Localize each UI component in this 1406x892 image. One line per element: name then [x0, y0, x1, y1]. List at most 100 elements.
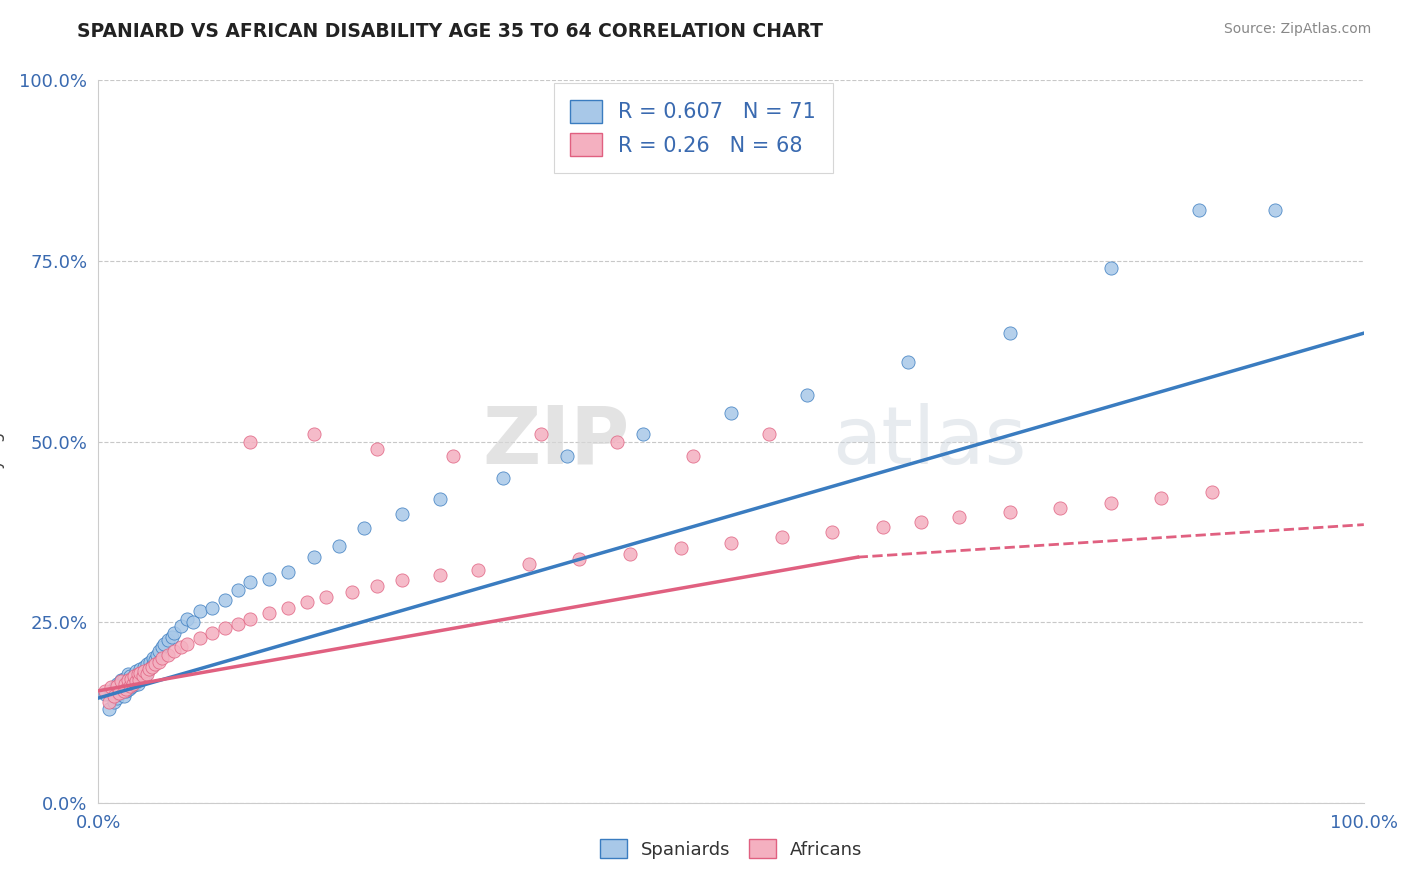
Point: [214, 593, 236, 607]
Point: [104, 680, 127, 694]
Point: [112, 689, 135, 703]
Point: [142, 651, 165, 665]
Point: [120, 672, 142, 686]
Point: [117, 674, 139, 689]
Point: [1188, 203, 1211, 218]
Point: [97, 702, 120, 716]
Point: [239, 434, 262, 449]
Point: [188, 631, 211, 645]
Point: [107, 691, 129, 706]
Point: [169, 640, 191, 655]
Point: [114, 676, 136, 690]
Point: [139, 655, 162, 669]
Point: [429, 492, 451, 507]
Point: [129, 665, 152, 680]
Point: [391, 574, 413, 588]
Text: SPANIARD VS AFRICAN DISABILITY AGE 35 TO 64 CORRELATION CHART: SPANIARD VS AFRICAN DISABILITY AGE 35 TO…: [77, 22, 824, 41]
Point: [910, 516, 932, 530]
Legend: Spaniards, Africans: Spaniards, Africans: [592, 832, 870, 866]
Point: [132, 660, 155, 674]
Point: [124, 674, 146, 689]
Point: [467, 563, 489, 577]
Point: [183, 615, 205, 630]
Point: [998, 505, 1021, 519]
Point: [122, 669, 145, 683]
Point: [97, 695, 120, 709]
Point: [93, 687, 117, 701]
Point: [201, 600, 224, 615]
Point: [112, 672, 135, 686]
Point: [619, 547, 641, 561]
Point: [176, 637, 198, 651]
Point: [132, 669, 155, 683]
Point: [302, 427, 325, 442]
Point: [138, 662, 160, 676]
Point: [796, 387, 818, 401]
Text: atlas: atlas: [832, 402, 1026, 481]
Point: [214, 621, 236, 635]
Point: [568, 551, 591, 566]
Point: [148, 644, 170, 658]
Point: [132, 665, 155, 679]
Point: [517, 558, 540, 572]
Point: [157, 633, 180, 648]
Point: [872, 520, 894, 534]
Point: [108, 683, 131, 698]
Point: [163, 626, 186, 640]
Point: [163, 644, 186, 658]
Point: [366, 579, 388, 593]
Point: [1201, 485, 1223, 500]
Point: [127, 667, 149, 681]
Point: [100, 680, 122, 694]
Point: [239, 575, 262, 590]
Point: [145, 653, 166, 667]
Point: [226, 616, 249, 631]
Point: [669, 541, 692, 556]
Point: [100, 683, 122, 698]
Point: [127, 676, 149, 690]
Point: [606, 434, 628, 449]
Point: [112, 683, 135, 698]
Y-axis label: Disability Age 35 to 64: Disability Age 35 to 64: [0, 347, 6, 536]
Point: [148, 655, 170, 669]
Point: [948, 510, 970, 524]
Point: [120, 680, 142, 694]
Point: [555, 449, 578, 463]
Point: [114, 679, 136, 693]
Point: [328, 539, 350, 553]
Point: [897, 355, 920, 369]
Point: [720, 535, 742, 549]
Point: [125, 674, 148, 689]
Point: [821, 524, 844, 539]
Point: [176, 611, 198, 625]
Point: [122, 669, 145, 683]
Point: [169, 619, 191, 633]
Point: [107, 687, 129, 701]
Point: [141, 658, 163, 673]
Point: [135, 667, 157, 681]
Point: [128, 673, 150, 687]
Point: [138, 662, 160, 676]
Point: [720, 406, 742, 420]
Text: ZIP: ZIP: [482, 402, 630, 481]
Point: [107, 679, 129, 693]
Point: [145, 648, 167, 662]
Point: [117, 673, 139, 687]
Point: [141, 660, 163, 674]
Point: [135, 657, 157, 671]
Point: [125, 665, 148, 679]
Point: [998, 326, 1021, 340]
Point: [103, 695, 125, 709]
Point: [1150, 491, 1173, 505]
Text: Source: ZipAtlas.com: Source: ZipAtlas.com: [1223, 22, 1371, 37]
Point: [103, 689, 125, 703]
Point: [1049, 501, 1071, 516]
Point: [259, 572, 281, 586]
Point: [115, 683, 138, 698]
Point: [297, 595, 319, 609]
Point: [188, 604, 211, 618]
Point: [131, 669, 153, 683]
Point: [121, 673, 143, 687]
Point: [239, 611, 262, 625]
Point: [226, 582, 249, 597]
